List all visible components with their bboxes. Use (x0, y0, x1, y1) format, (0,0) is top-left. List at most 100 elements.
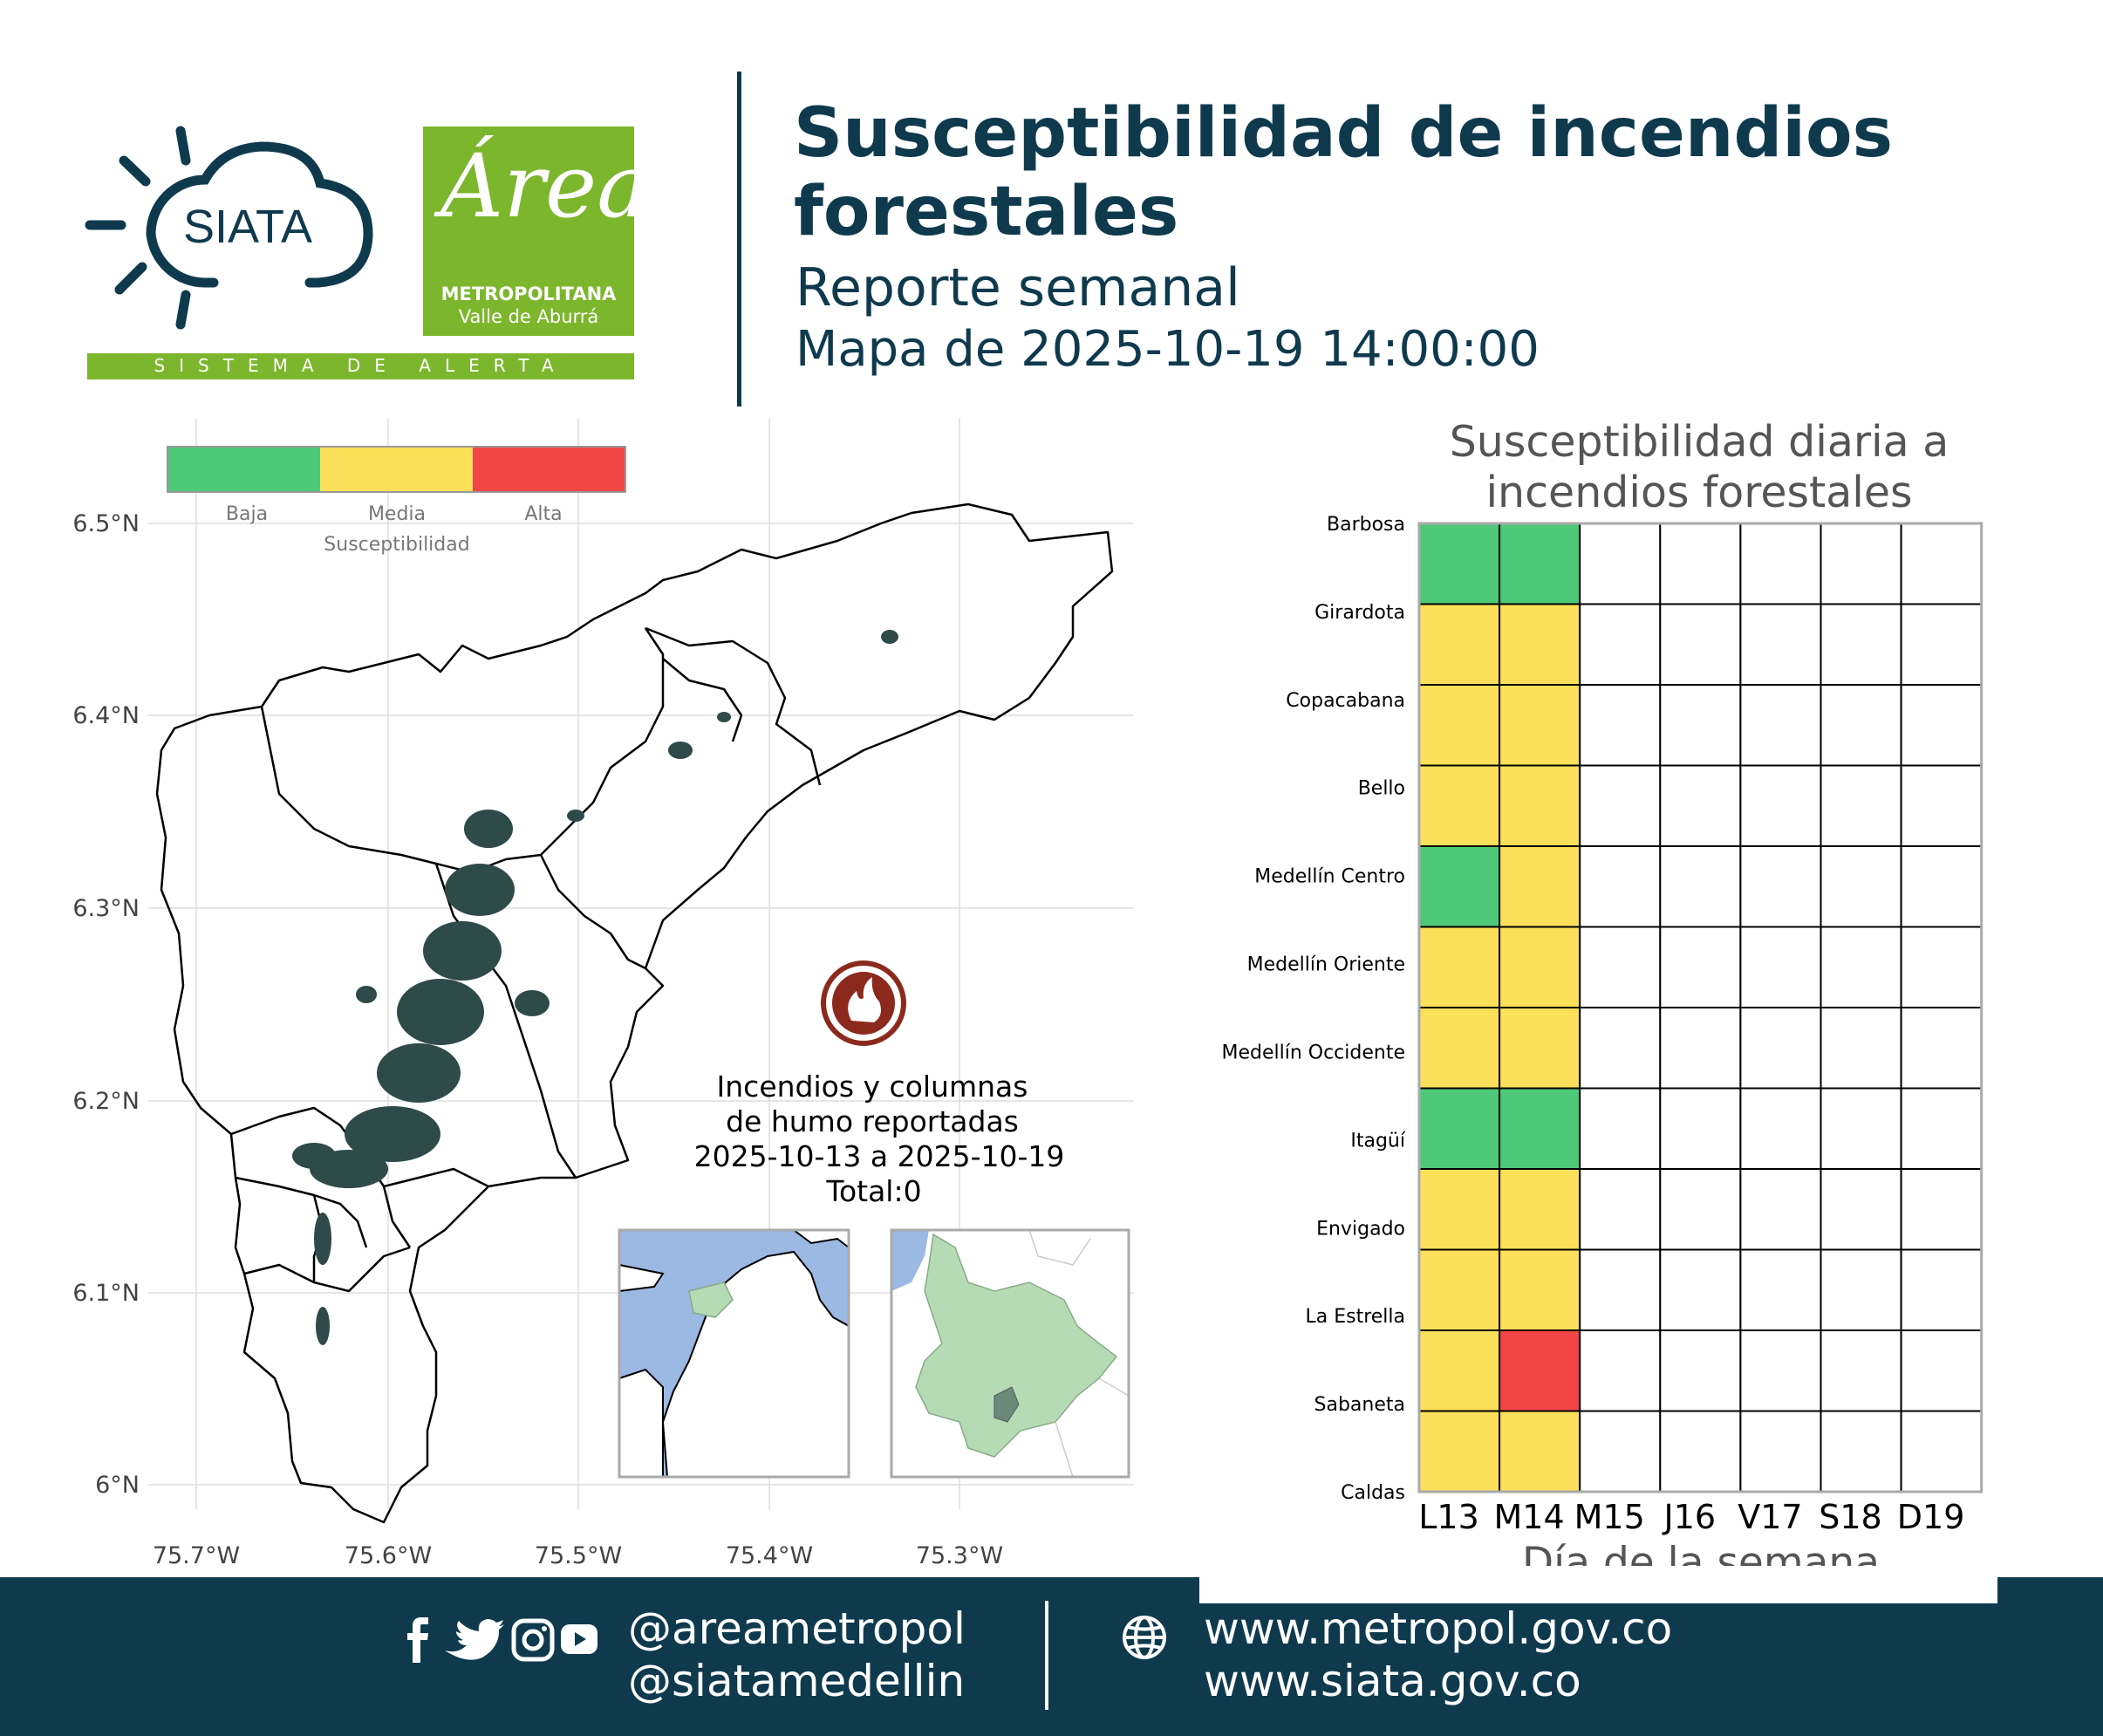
lon-tick: 75.7°W (153, 1542, 240, 1569)
grid-cell (1579, 1329, 1662, 1412)
fires-report: Incendios y columnas de humo reportadas … (694, 1070, 1065, 1208)
municipality-label: Itagüí (1350, 1130, 1406, 1152)
grid-cell (1659, 1168, 1742, 1251)
grid-cell (1659, 684, 1742, 767)
municipality-label: La Estrella (1305, 1306, 1405, 1328)
day-label: D19 (1897, 1498, 1965, 1536)
footer-white-cap-left (52, 1566, 1147, 1577)
boundary (235, 1176, 368, 1248)
grid-cell (1900, 1168, 1983, 1251)
grid-cell (1579, 1087, 1662, 1170)
grid-cell (1418, 926, 1501, 1008)
grid-cell (1739, 764, 1822, 847)
lat-tick: 6.3°N (72, 895, 140, 922)
area-logo-line2: Valle de Aburrá (458, 306, 599, 327)
website-2[interactable]: www.siata.gov.co (1204, 1656, 1581, 1706)
municipality-label: Medellín Oriente (1247, 954, 1405, 976)
siata-tagline: SISTEMA DE ALERTA TEMPRANA (154, 355, 568, 397)
social-handle-1[interactable]: @areametropol (628, 1603, 966, 1654)
grid-cell (1820, 1248, 1902, 1331)
grid-cell (1579, 926, 1662, 1008)
municipality-label: Barbosa (1327, 514, 1405, 536)
grid-cell (1900, 764, 1983, 847)
twitter-icon[interactable] (445, 1619, 504, 1660)
grid-cell (1418, 1329, 1501, 1412)
lat-tick: 6.4°N (72, 702, 140, 729)
grid-cell (1418, 523, 1501, 605)
inset-map-antioquia (890, 1228, 1130, 1479)
fire-icon (821, 960, 906, 1046)
grid-cell (1659, 603, 1742, 686)
grid-cell (1499, 1168, 1581, 1251)
municipality-label: Bello (1358, 778, 1405, 800)
grid-cell (1579, 1248, 1662, 1331)
grid-cell (1820, 926, 1902, 1008)
grid-cell (1739, 1087, 1822, 1170)
grid-cell (1820, 845, 1902, 928)
municipality-label: Girardota (1314, 602, 1405, 624)
grid-cell (1659, 845, 1742, 928)
grid-cell (1499, 926, 1581, 1008)
grid-cell (1739, 1410, 1822, 1493)
website-1[interactable]: www.metropol.gov.co (1204, 1603, 1673, 1654)
grid-cell (1418, 603, 1501, 686)
boundary (383, 1167, 489, 1188)
day-label: L13 (1418, 1498, 1479, 1536)
grid-cell (1579, 523, 1662, 605)
inset-map-colombia (618, 1228, 850, 1479)
grid-title-line-2: incendios forestales (1485, 468, 1912, 517)
instagram-icon[interactable] (511, 1618, 555, 1662)
grid-cell (1418, 1168, 1501, 1251)
footer (0, 1577, 2103, 1736)
map-datetime: Mapa de 2025-10-19 14:00:00 (795, 321, 1540, 378)
day-label: J16 (1663, 1498, 1717, 1536)
grid-cell (1820, 1087, 1902, 1170)
grid-cell (1739, 603, 1822, 686)
grid-cell (1820, 523, 1902, 605)
grid-cell (1499, 845, 1581, 928)
facebook-icon[interactable] (407, 1617, 428, 1663)
susceptibility-legend: Baja Media Alta Susceptibilidad (167, 446, 626, 556)
grid-cell (1659, 1007, 1742, 1090)
grid-cell (1418, 845, 1501, 928)
grid-cell (1418, 1087, 1501, 1170)
grid-cell (1820, 684, 1902, 767)
municipality-label: Caldas (1341, 1482, 1405, 1504)
grid-cell (1659, 1248, 1742, 1331)
grid-cell (1820, 603, 1902, 686)
social-handle-2[interactable]: @siatamedellin (628, 1656, 966, 1706)
page-title: Susceptibilidad de incendios forestales (794, 94, 2015, 251)
legend-label-baja: Baja (226, 503, 268, 525)
day-label: M14 (1494, 1498, 1565, 1536)
grid-cell (1739, 845, 1822, 928)
footer-divider (1045, 1601, 1048, 1710)
grid-cell (1579, 1168, 1662, 1251)
header-divider (737, 72, 741, 407)
lat-ticks: 6.5°N 6.4°N 6.3°N 6.2°N 6.1°N 6°N (72, 510, 140, 1499)
grid-cell (1739, 1329, 1822, 1412)
day-labels: L13 M14 M15 J16 V17 S18 D19 (1418, 1498, 1964, 1536)
grid-cell (1659, 1410, 1742, 1493)
legend-swatch-baja (167, 447, 320, 492)
grid-cell (1579, 684, 1662, 767)
youtube-icon[interactable] (561, 1624, 597, 1654)
grid-cell (1900, 1007, 1983, 1090)
fires-total: Total:0 (825, 1174, 921, 1208)
grid-cell (1900, 523, 1983, 605)
grid-cell (1499, 523, 1581, 605)
area-metropolitana-logo: Área METROPOLITANA Valle de Aburrá (423, 126, 649, 336)
grid-cell (1820, 1410, 1902, 1493)
area-logo-line1: METROPOLITANA (440, 284, 617, 304)
day-label: V17 (1738, 1498, 1802, 1536)
grid-cell (1659, 1087, 1742, 1170)
grid-cell (1659, 926, 1742, 1008)
grid-cell (1499, 1248, 1581, 1331)
grid-cell (1418, 684, 1501, 767)
lon-tick: 75.6°W (345, 1542, 432, 1569)
grid-cell (1499, 603, 1581, 686)
lat-tick: 6.5°N (72, 510, 140, 537)
grid-cell (1900, 1087, 1983, 1170)
forest-cover (292, 630, 898, 1345)
grid-cell (1739, 926, 1822, 1008)
fires-line-3: 2025-10-13 a 2025-10-19 (694, 1139, 1065, 1173)
